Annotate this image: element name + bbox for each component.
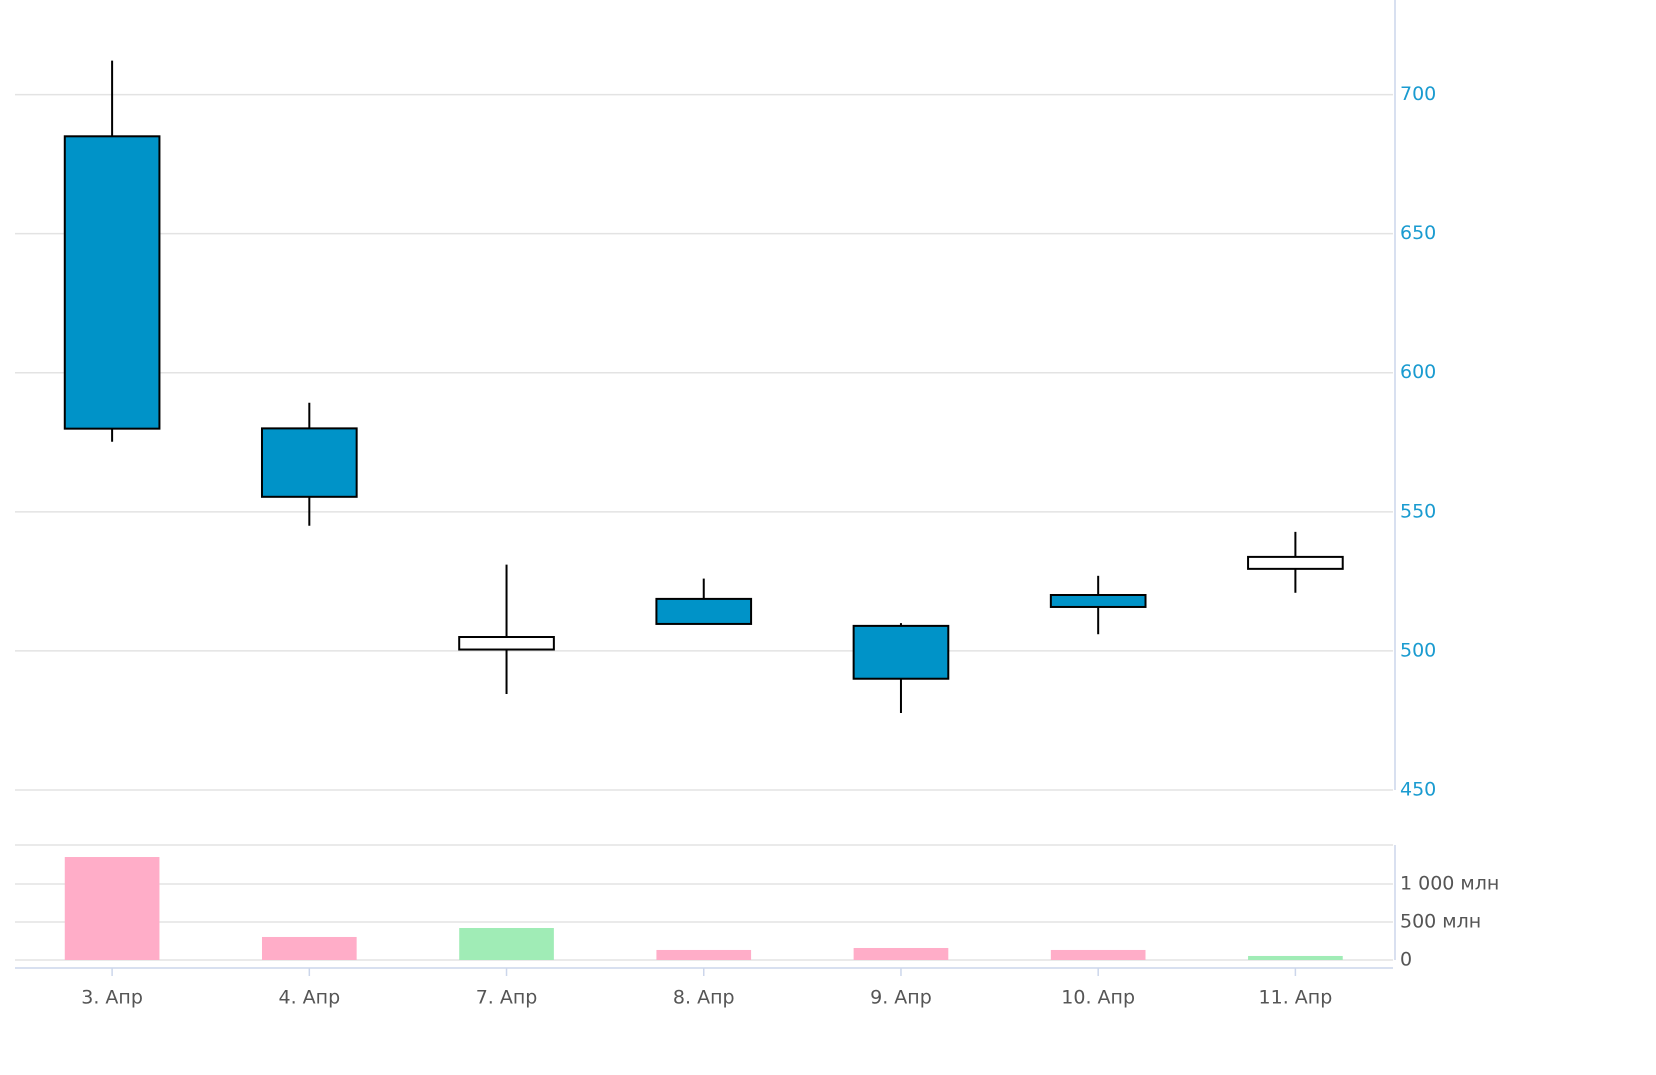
candle-body: [655, 597, 753, 625]
candle-body: [852, 624, 950, 680]
volume-bar: [64, 857, 160, 960]
y-tick-label: 500 млн: [1400, 911, 1481, 933]
candle-body: [1247, 555, 1344, 570]
y-tick-label: 700: [1400, 83, 1436, 105]
volume-bar: [656, 949, 752, 960]
candle-body: [63, 135, 161, 430]
x-tick-label: 3. Апр: [81, 987, 143, 1009]
x-tick-label: 11. Апр: [1259, 987, 1333, 1009]
y-tick-label: 450: [1400, 779, 1436, 801]
volume-bar: [459, 928, 554, 960]
volume-bar: [1050, 949, 1146, 960]
x-tick-label: 10. Апр: [1061, 987, 1135, 1009]
x-tick-label: 9. Апр: [870, 987, 932, 1009]
x-tick-label: 8. Апр: [673, 987, 735, 1009]
x-tick-label: 7. Апр: [476, 987, 538, 1009]
y-tick-label: 650: [1400, 222, 1436, 244]
y-tick-label: 0: [1400, 949, 1412, 971]
y-tick-label: 1 000 млн: [1400, 873, 1499, 895]
candle-body: [458, 636, 555, 651]
volume-bar: [261, 936, 357, 960]
y-tick-label: 550: [1400, 500, 1436, 522]
y-tick-label: 600: [1400, 361, 1436, 383]
y-tick-label: 500: [1400, 639, 1436, 661]
x-tick-label: 4. Апр: [278, 987, 340, 1009]
volume-bar: [1248, 955, 1343, 960]
candle-body: [1049, 594, 1147, 608]
candle-body: [260, 427, 358, 498]
volume-bar: [853, 947, 949, 960]
